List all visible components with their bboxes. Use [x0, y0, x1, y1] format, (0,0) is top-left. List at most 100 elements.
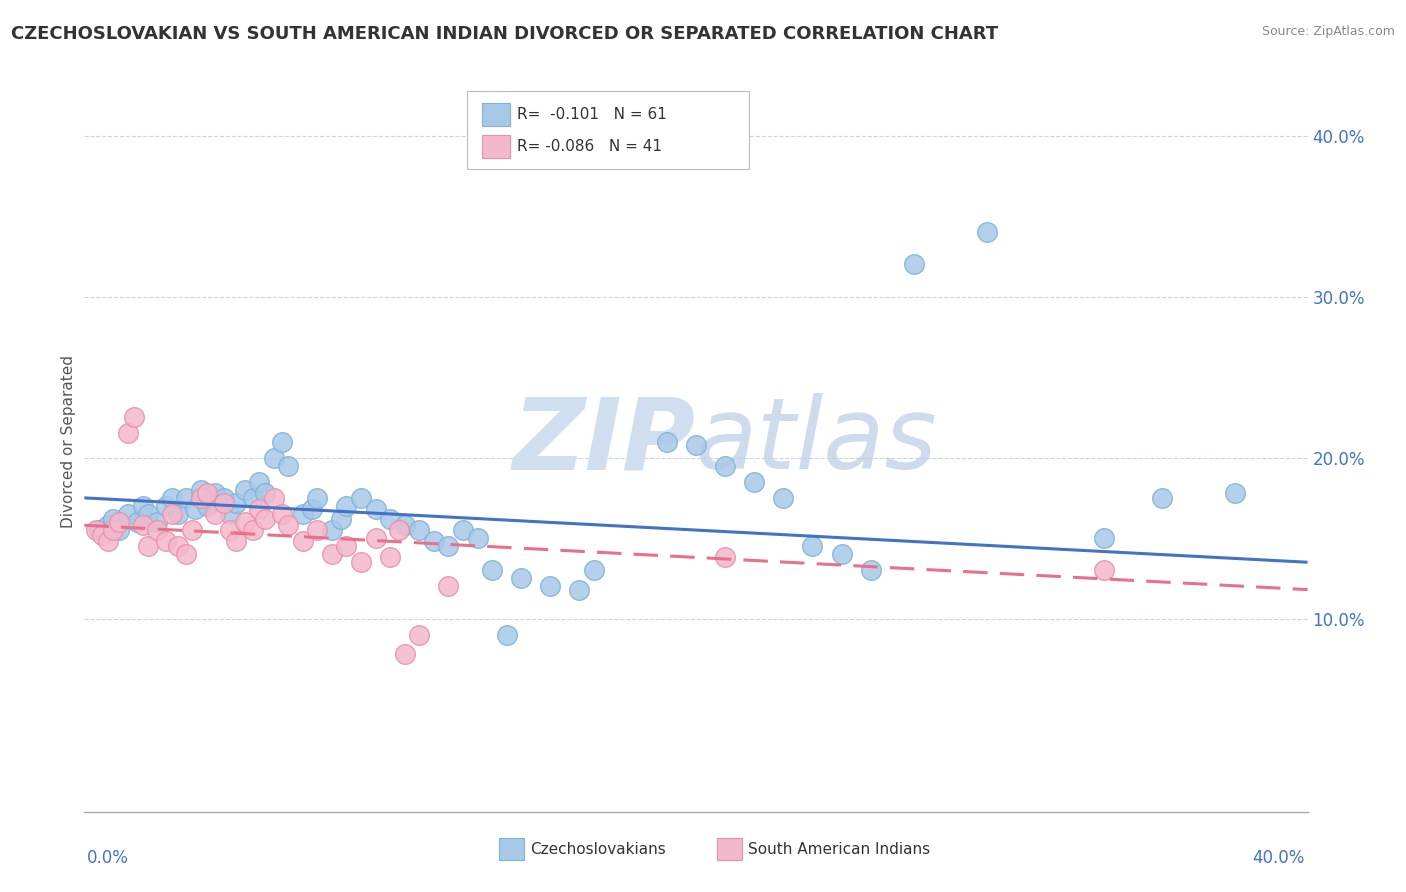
- Point: [568, 582, 591, 597]
- Point: [184, 502, 207, 516]
- Point: [364, 531, 387, 545]
- Point: [87, 523, 110, 537]
- Point: [277, 518, 299, 533]
- Point: [225, 496, 247, 510]
- Point: [772, 491, 794, 505]
- Point: [714, 458, 737, 473]
- Point: [146, 523, 169, 537]
- Point: [277, 458, 299, 473]
- Point: [117, 426, 139, 441]
- Point: [307, 491, 329, 505]
- Point: [291, 507, 314, 521]
- Point: [685, 438, 707, 452]
- Point: [212, 491, 235, 505]
- Point: [131, 518, 153, 533]
- Point: [1092, 563, 1115, 577]
- Point: [859, 563, 882, 577]
- Point: [242, 523, 264, 537]
- Point: [742, 475, 765, 489]
- Point: [1092, 531, 1115, 545]
- Point: [225, 534, 247, 549]
- Point: [212, 496, 235, 510]
- Point: [394, 518, 416, 533]
- Point: [117, 507, 139, 521]
- Point: [291, 534, 314, 549]
- Point: [122, 410, 145, 425]
- Point: [437, 579, 460, 593]
- Y-axis label: Divorced or Separated: Divorced or Separated: [60, 355, 76, 528]
- Point: [166, 507, 188, 521]
- Point: [481, 563, 503, 577]
- Point: [97, 518, 120, 533]
- Point: [181, 523, 204, 537]
- Point: [146, 515, 169, 529]
- Point: [155, 499, 177, 513]
- Text: Source: ZipAtlas.com: Source: ZipAtlas.com: [1261, 25, 1395, 38]
- Point: [131, 499, 153, 513]
- Point: [160, 491, 183, 505]
- Text: R=  -0.101   N = 61: R= -0.101 N = 61: [517, 107, 668, 121]
- Point: [125, 515, 148, 529]
- Text: ZIP: ZIP: [513, 393, 696, 490]
- Point: [271, 507, 294, 521]
- Point: [138, 507, 160, 521]
- Text: South American Indians: South American Indians: [748, 842, 931, 856]
- Point: [350, 555, 373, 569]
- Point: [495, 628, 517, 642]
- Point: [307, 523, 329, 537]
- Point: [204, 507, 226, 521]
- Point: [335, 499, 357, 513]
- Point: [1150, 491, 1173, 505]
- Point: [219, 523, 242, 537]
- Text: 40.0%: 40.0%: [1253, 849, 1305, 867]
- Point: [160, 507, 183, 521]
- Point: [103, 523, 125, 537]
- Point: [408, 628, 430, 642]
- Point: [538, 579, 561, 593]
- Text: atlas: atlas: [696, 393, 938, 490]
- Point: [84, 523, 107, 537]
- Point: [233, 515, 256, 529]
- Point: [1223, 486, 1246, 500]
- Point: [655, 434, 678, 449]
- Point: [108, 515, 131, 529]
- Point: [155, 534, 177, 549]
- Point: [190, 483, 212, 497]
- Text: 0.0%: 0.0%: [87, 849, 129, 867]
- Point: [903, 258, 925, 272]
- Point: [976, 225, 998, 239]
- Point: [364, 502, 387, 516]
- Point: [423, 534, 446, 549]
- Point: [408, 523, 430, 537]
- Point: [380, 512, 402, 526]
- Point: [437, 539, 460, 553]
- Point: [247, 502, 270, 516]
- Point: [97, 534, 120, 549]
- Point: [253, 512, 276, 526]
- Point: [388, 523, 411, 537]
- Point: [108, 523, 131, 537]
- Point: [263, 491, 285, 505]
- Point: [467, 531, 489, 545]
- Point: [583, 563, 606, 577]
- Point: [831, 547, 853, 561]
- Point: [195, 499, 218, 513]
- Point: [242, 491, 264, 505]
- Point: [394, 647, 416, 661]
- Point: [329, 512, 352, 526]
- Point: [138, 539, 160, 553]
- Point: [451, 523, 474, 537]
- Point: [103, 512, 125, 526]
- Point: [90, 528, 112, 542]
- Point: [380, 550, 402, 565]
- Text: Czechoslovakians: Czechoslovakians: [530, 842, 666, 856]
- Point: [321, 523, 343, 537]
- Point: [801, 539, 824, 553]
- Point: [247, 475, 270, 489]
- Point: [253, 486, 276, 500]
- Point: [350, 491, 373, 505]
- Point: [335, 539, 357, 553]
- Point: [233, 483, 256, 497]
- Point: [174, 491, 197, 505]
- Point: [174, 547, 197, 561]
